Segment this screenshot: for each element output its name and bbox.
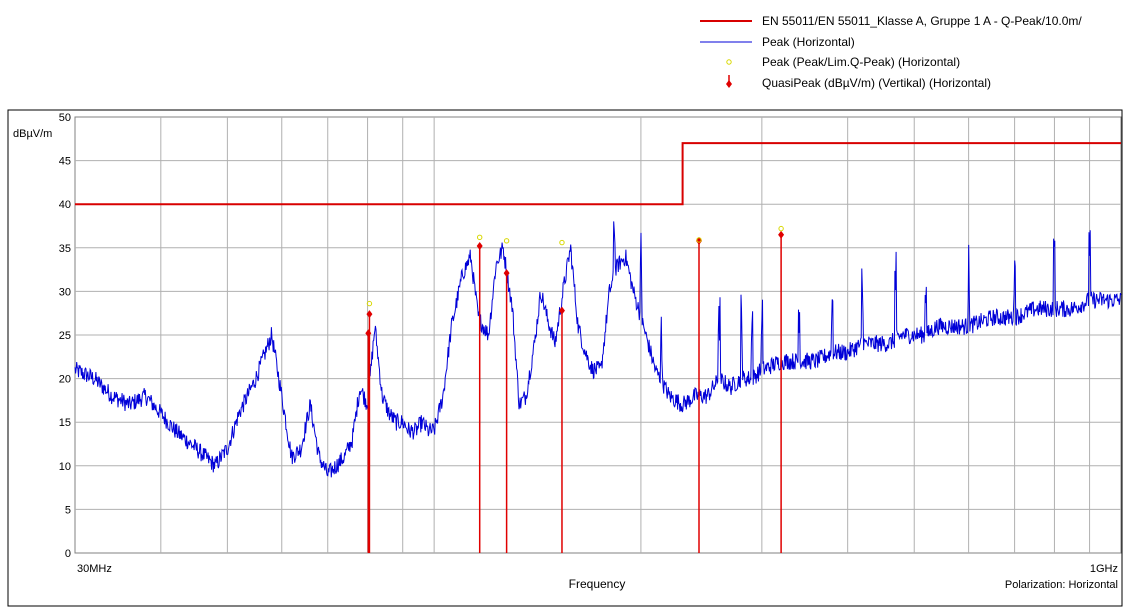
peak-marker bbox=[476, 234, 483, 241]
y-tick-labels: 0 5 10 15 20 25 30 35 40 45 50 bbox=[59, 112, 71, 560]
legend-label: Peak (Horizontal) bbox=[762, 35, 855, 49]
quasipeak-marker bbox=[558, 306, 565, 315]
y-tick-label: 50 bbox=[59, 112, 71, 124]
y-tick-label: 5 bbox=[65, 504, 71, 516]
grid-lines bbox=[75, 117, 1121, 553]
y-tick-label: 15 bbox=[59, 417, 71, 429]
legend-label: EN 55011/EN 55011_Klasse A, Gruppe 1 A -… bbox=[762, 14, 1082, 28]
quasipeak-marker bbox=[366, 310, 373, 319]
peak-marker bbox=[696, 237, 702, 243]
polarization-note: Polarization: Horizontal bbox=[1005, 579, 1118, 591]
quasipeak-markers bbox=[365, 230, 785, 553]
y-tick-label: 20 bbox=[59, 374, 71, 386]
legend-swatch-qp-marker bbox=[726, 80, 732, 88]
peak-marker bbox=[503, 238, 510, 244]
y-tick-label: 10 bbox=[59, 461, 71, 473]
legend-label: Peak (Peak/Lim.Q-Peak) (Horizontal) bbox=[762, 55, 960, 69]
limit-line-path bbox=[75, 142, 1121, 206]
y-tick-label: 40 bbox=[59, 199, 71, 211]
y-tick-label: 45 bbox=[59, 156, 71, 168]
y-tick-label: 25 bbox=[59, 330, 71, 342]
legend-label: QuasiPeak (dBµV/m) (Vertikal) (Horizonta… bbox=[762, 76, 991, 90]
peak-marker bbox=[559, 239, 565, 246]
y-tick-label: 0 bbox=[65, 548, 71, 560]
x-end-label: 1GHz bbox=[1090, 563, 1118, 575]
x-start-label: 30MHz bbox=[77, 563, 112, 575]
quasipeak-marker bbox=[476, 242, 483, 251]
peak-marker bbox=[366, 300, 373, 307]
legend-swatch-peak-marker bbox=[726, 59, 732, 65]
peak-trace bbox=[74, 221, 1122, 478]
peak-marker bbox=[778, 225, 784, 232]
limit-line bbox=[75, 142, 1121, 206]
legend: EN 55011/EN 55011_Klasse A, Gruppe 1 A -… bbox=[700, 14, 1082, 90]
peak-series bbox=[74, 221, 1122, 478]
y-tick-label: 30 bbox=[59, 286, 71, 298]
plot-area: 0 5 10 15 20 25 30 35 40 45 50 bbox=[59, 112, 1122, 560]
quasipeak-marker bbox=[778, 230, 785, 239]
x-axis-label: Frequency bbox=[569, 577, 626, 591]
y-tick-label: 35 bbox=[59, 243, 71, 255]
quasipeak-marker bbox=[503, 269, 510, 278]
y-axis-label: dBµV/m bbox=[13, 128, 52, 140]
peak-markers bbox=[366, 225, 784, 307]
